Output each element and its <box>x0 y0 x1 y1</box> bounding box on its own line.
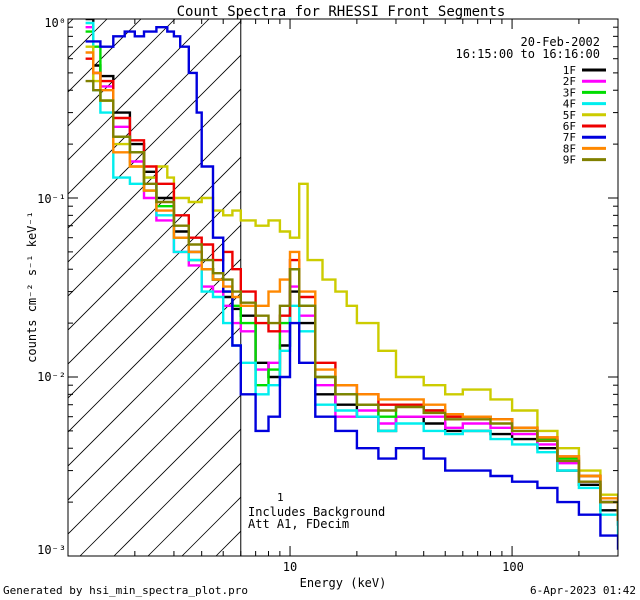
legend-label-7F: 7F <box>563 131 576 144</box>
hatch-line <box>68 19 142 93</box>
hatch-line <box>113 428 241 556</box>
legend-label-8F: 8F <box>563 142 576 155</box>
hatch-line <box>79 394 241 556</box>
hatch-line <box>68 19 176 127</box>
legend-time-range: 16:15:00 to 16:16:00 <box>456 47 601 61</box>
y-tick-label-1e-1: 10⁻¹ <box>37 192 66 206</box>
hatch-line <box>68 156 241 331</box>
chart-title: Count Spectra for RHESSI Front Segments <box>177 4 506 20</box>
footer-timestamp: 6-Apr-2023 01:42 <box>530 584 636 597</box>
series-group <box>85 19 618 550</box>
plot-frame <box>67 18 619 557</box>
hatch-line <box>68 19 108 59</box>
x-axis-label: Energy (keV) <box>300 576 387 590</box>
legend-label-1F: 1F <box>563 64 576 77</box>
hatch-line <box>68 292 241 467</box>
hatch-line <box>68 122 241 297</box>
legend-label-3F: 3F <box>563 86 576 99</box>
legend-date: 20-Feb-2002 <box>521 35 600 49</box>
legend-label-4F: 4F <box>563 98 576 111</box>
legend-label-5F: 5F <box>563 109 576 122</box>
footer-generated-by: Generated by hsi_min_spectra_plot.pro <box>3 584 248 597</box>
series-line-6F <box>85 57 618 521</box>
hatch-line <box>68 326 241 501</box>
x-tick-label-10: 10 <box>283 560 297 574</box>
y-axis-label: counts cm⁻² s⁻¹ keV⁻¹ <box>25 211 39 363</box>
hatch-line <box>68 19 210 161</box>
hatch-line <box>68 224 241 399</box>
annotation-background: Includes Background <box>248 505 385 519</box>
x-tick-label-1: 1 <box>277 491 284 504</box>
series-line-8F <box>85 51 618 521</box>
annotation-attenuator: Att A1, FDecim <box>248 517 349 531</box>
y-tick-label-1e-2: 10⁻² <box>37 370 66 384</box>
hatch-line <box>68 190 241 365</box>
hatch-line <box>147 462 241 556</box>
background-hatch-region <box>0 19 241 556</box>
series-line-4F <box>85 21 618 537</box>
hatch-line <box>0 19 5 556</box>
axis-ticks <box>67 18 619 557</box>
hatch-line <box>68 54 241 229</box>
legend-label-2F: 2F <box>563 75 576 88</box>
hatch-line <box>68 20 241 195</box>
x-tick-label-100: 100 <box>502 560 524 574</box>
legend-label-6F: 6F <box>563 120 576 133</box>
series-line-9F <box>85 79 618 521</box>
series-line-5F <box>85 45 618 516</box>
y-tick-label-1e0: 10⁰ <box>44 16 66 30</box>
y-tick-label-1e-3: 10⁻³ <box>37 543 66 557</box>
hatch-line <box>68 88 241 263</box>
hatch-line <box>68 360 241 535</box>
series-line-7F <box>85 26 618 550</box>
legend-label-9F: 9F <box>563 154 576 167</box>
